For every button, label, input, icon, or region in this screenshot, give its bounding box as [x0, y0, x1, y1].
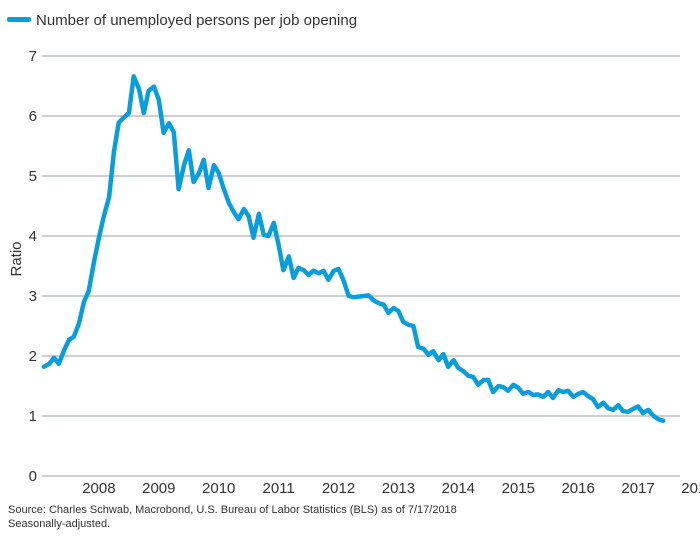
y-tick-label: 5 [29, 168, 37, 185]
source-note: Source: Charles Schwab, Macrobond, U.S. … [8, 504, 457, 516]
y-axis-ticks: 0 1 2 3 4 5 6 7 [29, 48, 37, 485]
x-tick-label: 2016 [561, 480, 594, 497]
gridlines [42, 55, 680, 477]
x-tick-label: 2010 [202, 480, 235, 497]
x-tick-label: 2018 [681, 480, 700, 497]
y-axis-title: Ratio [8, 241, 25, 276]
series-group [41, 74, 666, 424]
y-tick-label: 2 [29, 348, 37, 365]
legend-label: Number of unemployed persons per job ope… [36, 12, 357, 29]
x-tick-label: 2009 [142, 480, 175, 497]
y-tick-label: 6 [29, 108, 37, 125]
x-tick-label: 2013 [382, 480, 415, 497]
x-tick-label: 2008 [82, 480, 115, 497]
x-tick-label: 2012 [322, 480, 355, 497]
x-tick-label: 2011 [262, 480, 294, 497]
series-line [41, 74, 666, 424]
x-tick-label: 2015 [502, 480, 535, 497]
legend-swatch [7, 17, 31, 22]
legend: Number of unemployed persons per job ope… [7, 12, 357, 29]
x-tick-label: 2014 [442, 480, 475, 497]
line-chart: Number of unemployed persons per job ope… [7, 12, 700, 497]
adjustment-note: Seasonally-adjusted. [8, 518, 111, 530]
y-tick-label: 7 [29, 48, 37, 65]
x-tick-label: 2017 [621, 480, 654, 497]
y-tick-label: 3 [29, 288, 37, 305]
x-axis-ticks: 2008 2009 2010 2011 2012 2013 2014 2015 2016 2017… [82, 480, 700, 497]
y-tick-label: 0 [29, 468, 37, 485]
y-tick-label: 4 [29, 228, 37, 245]
y-tick-label: 1 [29, 408, 37, 425]
